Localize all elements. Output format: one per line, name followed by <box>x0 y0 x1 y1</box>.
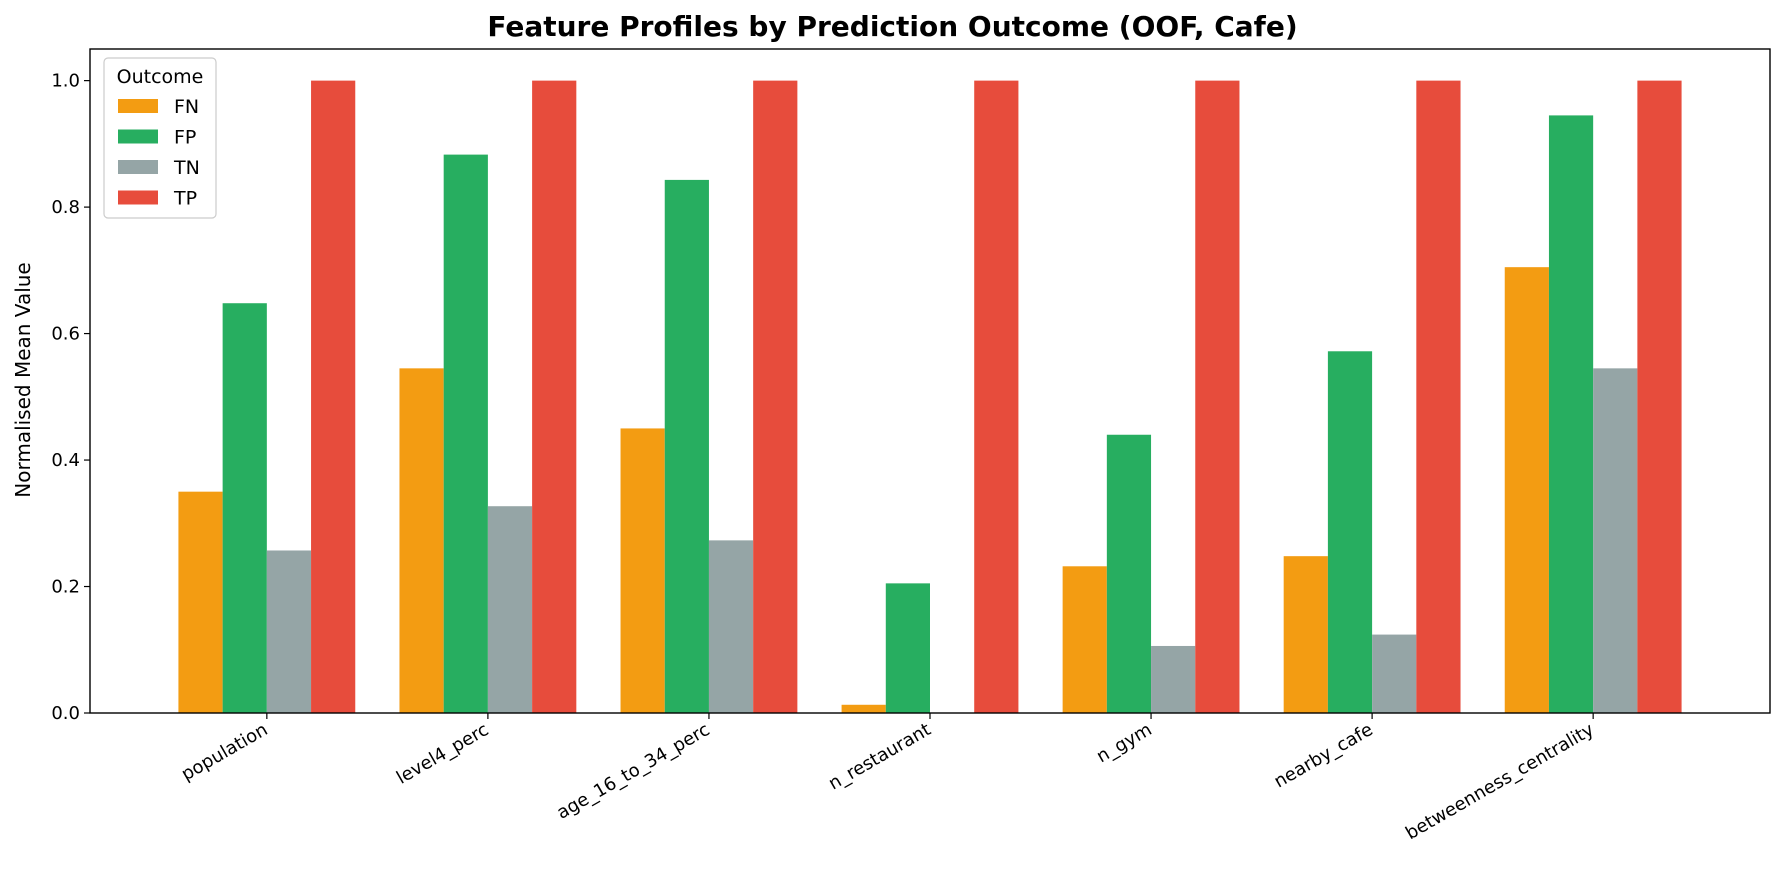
bar-fp-n_gym <box>1106 434 1152 713</box>
legend-label-tp: TP <box>173 188 197 210</box>
bar-tp-population <box>311 80 356 714</box>
y-tick-label: 1.0 <box>51 71 80 92</box>
bar-fn-age_16_to_34_perc <box>620 428 665 713</box>
x-tick-label: nearby_cafe <box>1271 719 1377 792</box>
y-tick-label: 0.0 <box>51 703 80 724</box>
bar-fn-n_restaurant <box>841 704 886 713</box>
bar-fp-n_restaurant <box>885 583 930 713</box>
bar-tn-age_16_to_34_perc <box>708 540 754 713</box>
y-tick-label: 0.2 <box>51 577 80 598</box>
y-tick-label: 0.8 <box>51 197 80 218</box>
chart-title: Feature Profiles by Prediction Outcome (… <box>487 10 1297 43</box>
bar-fn-n_gym <box>1062 566 1107 713</box>
bar-tp-n_gym <box>1195 80 1240 714</box>
bar-tn-betweenness_centrality <box>1593 368 1638 713</box>
bar-fp-nearby_cafe <box>1327 351 1373 713</box>
bar-fp-age_16_to_34_perc <box>664 179 709 713</box>
x-tick-label: n_restaurant <box>825 719 934 794</box>
legend-swatch-tp <box>118 190 158 205</box>
bar-fn-level4_perc <box>399 368 444 713</box>
bar-fn-betweenness_centrality <box>1504 267 1549 713</box>
bars-layer <box>178 80 1682 714</box>
x-tick-label: betweenness_centrality <box>1402 719 1598 844</box>
bar-tn-population <box>266 550 312 713</box>
bar-tp-level4_perc <box>532 80 577 714</box>
y-axis-label: Normalised Mean Value <box>11 262 35 497</box>
legend-label-fp: FP <box>174 127 196 149</box>
legend-swatch-fp <box>118 129 158 144</box>
y-tick-label: 0.4 <box>51 450 80 471</box>
x-tick-label: population <box>178 719 271 785</box>
bar-fp-population <box>222 303 267 713</box>
legend-label-tn: TN <box>173 157 200 179</box>
bar-tp-betweenness_centrality <box>1637 80 1682 714</box>
bar-tp-age_16_to_34_perc <box>753 80 798 714</box>
x-tick-label: age_16_to_34_perc <box>553 719 713 824</box>
x-tick-label: level4_perc <box>393 719 492 789</box>
bar-tn-n_gym <box>1151 645 1196 713</box>
bar-tp-nearby_cafe <box>1416 80 1461 714</box>
bar-tp-n_restaurant <box>974 80 1019 714</box>
bar-fn-population <box>178 491 223 713</box>
x-tick-label: n_gym <box>1093 719 1155 767</box>
bar-tn-nearby_cafe <box>1372 634 1417 713</box>
bar-fn-nearby_cafe <box>1283 556 1328 713</box>
legend-swatch-tn <box>118 160 158 174</box>
legend-label-fn: FN <box>174 96 199 118</box>
legend: Outcome FN FP TN TP <box>103 57 217 219</box>
bar-tn-level4_perc <box>487 506 533 713</box>
legend-title: Outcome <box>117 66 204 88</box>
y-tick-label: 0.6 <box>51 324 80 345</box>
bar-fp-betweenness_centrality <box>1548 115 1594 713</box>
bar-fp-level4_perc <box>443 154 488 714</box>
legend-box <box>103 57 217 219</box>
legend-swatch-fn <box>118 99 158 113</box>
